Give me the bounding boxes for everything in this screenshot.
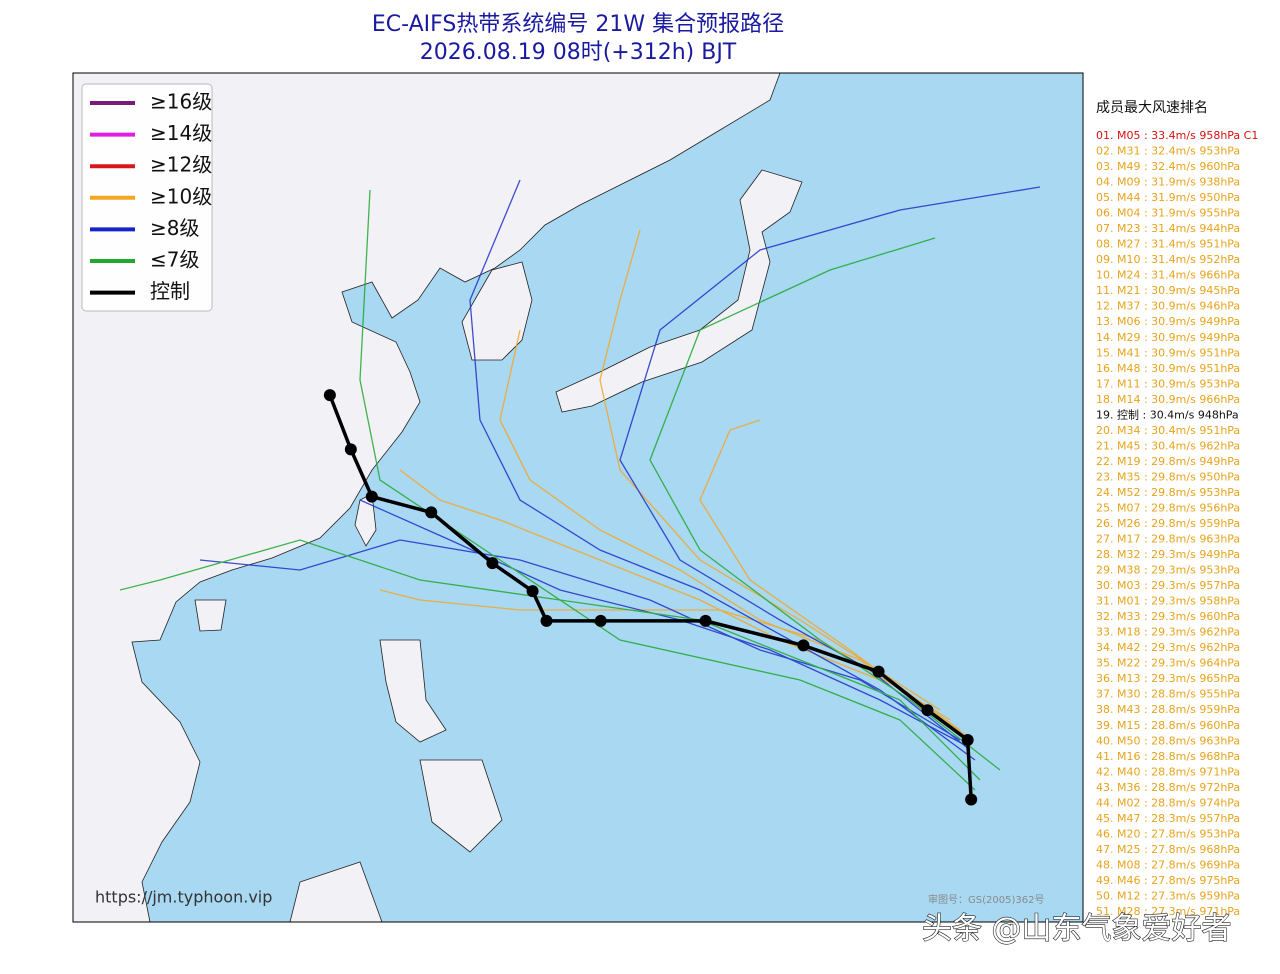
- legend-box: [81, 83, 213, 312]
- ranking-entry: 03. M49 : 32.4m/s 960hPa: [1096, 160, 1240, 173]
- ranking-title: 成员最大风速排名: [1096, 100, 1208, 116]
- legend-label: ≥8级: [150, 216, 199, 240]
- ranking-entry: 13. M06 : 30.9m/s 949hPa: [1096, 315, 1240, 328]
- title: EC-AIFS热带系统编号 21W 集合预报路径: [372, 12, 784, 37]
- ranking-list: 01. M05 : 33.4m/s 958hPa C1 02. M31 : 32.…: [1096, 129, 1258, 918]
- ranking-entry: 16. M48 : 30.9m/s 951hPa: [1096, 362, 1240, 375]
- ranking-entry: 39. M15 : 28.8m/s 960hPa: [1096, 719, 1240, 732]
- legend-label: 控制: [150, 279, 190, 303]
- ranking-entry: 40. M50 : 28.8m/s 963hPa: [1096, 734, 1240, 747]
- ranking-entry: 32. M33 : 29.3m/s 960hPa: [1096, 610, 1240, 623]
- ranking-entry: 50. M12 : 27.3m/s 959hPa: [1096, 889, 1240, 902]
- ranking-entry: 30. M03 : 29.3m/s 957hPa: [1096, 579, 1240, 592]
- ranking-entry: 51. M28 : 27.3m/s 971hPa: [1096, 905, 1240, 918]
- ranking-entry: 43. M36 : 28.8m/s 972hPa: [1096, 781, 1240, 794]
- ranking-entry: 24. M52 : 29.8m/s 953hPa: [1096, 486, 1240, 499]
- ranking-entry: 35. M22 : 29.3m/s 964hPa: [1096, 657, 1240, 670]
- control-line: [328, 394, 973, 800]
- control-point: [921, 704, 934, 717]
- control-point: [872, 665, 885, 678]
- control-point: [365, 490, 378, 503]
- ranking-entry: 42. M40 : 28.8m/s 971hPa: [1096, 765, 1240, 778]
- ranking-entry: 36. M13 : 29.3m/s 965hPa: [1096, 672, 1240, 685]
- ranking-entry: 31. M01 : 29.3m/s 958hPa: [1096, 595, 1240, 608]
- ranking-entry: 09. M10 : 31.4m/s 952hPa: [1096, 253, 1240, 266]
- ranking-entry: 28. M32 : 29.3m/s 949hPa: [1096, 548, 1240, 561]
- map: https://jm.typhoon.vip 审图号：GS(2005)362号: [72, 72, 1084, 923]
- control-point: [594, 614, 607, 627]
- ranking-entry: 11. M21 : 30.9m/s 945hPa: [1096, 284, 1240, 297]
- control-point: [540, 614, 553, 627]
- source-url: https://jm.typhoon.vip: [95, 888, 272, 907]
- ranking-entry: 19. 控制 : 30.4m/s 948hPa: [1096, 407, 1239, 421]
- ranking-entry: 15. M41 : 30.9m/s 951hPa: [1096, 346, 1240, 359]
- ranking-entry: 10. M24 : 31.4m/s 966hPa: [1096, 269, 1240, 282]
- ranking-entry: 25. M07 : 29.8m/s 956hPa: [1096, 501, 1240, 514]
- control-point: [526, 585, 539, 598]
- control-point: [699, 614, 712, 627]
- ranking-entry: 05. M44 : 31.9m/s 950hPa: [1096, 191, 1240, 204]
- ranking-entry: 01. M05 : 33.4m/s 958hPa C1: [1096, 129, 1258, 142]
- ranking-entry: 47. M25 : 27.8m/s 968hPa: [1096, 843, 1240, 856]
- land: [72, 72, 803, 923]
- ranking-entry: 07. M23 : 31.4m/s 944hPa: [1096, 222, 1240, 235]
- ranking-entry: 34. M42 : 29.3m/s 962hPa: [1096, 641, 1240, 654]
- ensemble-tracks: [119, 179, 1041, 791]
- map-approval: 审图号：GS(2005)362号: [928, 893, 1044, 906]
- legend-label: ≥12级: [150, 153, 212, 177]
- control-point: [425, 506, 438, 519]
- ranking-entry: 49. M46 : 27.8m/s 975hPa: [1096, 874, 1240, 887]
- ranking-entry: 23. M35 : 29.8m/s 950hPa: [1096, 470, 1240, 483]
- watermark: 头条 @山东气象爱好者: [922, 912, 1232, 947]
- ranking-entry: 04. M09 : 31.9m/s 938hPa: [1096, 176, 1240, 189]
- ranking-entry: 18. M14 : 30.9m/s 966hPa: [1096, 393, 1240, 406]
- legend-label: ≥10级: [150, 184, 212, 208]
- ranking-entry: 17. M11 : 30.9m/s 953hPa: [1096, 377, 1240, 390]
- control-point: [344, 443, 357, 456]
- ranking-entry: 44. M02 : 28.8m/s 974hPa: [1096, 796, 1240, 809]
- ranking-entry: 27. M17 : 29.8m/s 963hPa: [1096, 533, 1240, 546]
- ranking-entry: 33. M18 : 29.3m/s 962hPa: [1096, 626, 1240, 639]
- control-point: [323, 389, 336, 402]
- ranking-entry: 06. M04 : 31.9m/s 955hPa: [1096, 207, 1240, 220]
- ranking-entry: 12. M37 : 30.9m/s 946hPa: [1096, 300, 1240, 313]
- ranking-entry: 14. M29 : 30.9m/s 949hPa: [1096, 331, 1240, 344]
- ranking-entry: 02. M31 : 32.4m/s 953hPa: [1096, 145, 1240, 158]
- ranking-entry: 46. M20 : 27.8m/s 953hPa: [1096, 827, 1240, 840]
- control-point: [961, 733, 974, 746]
- ranking-entry: 29. M38 : 29.3m/s 953hPa: [1096, 564, 1240, 577]
- ranking-entry: 48. M08 : 27.8m/s 969hPa: [1096, 858, 1240, 871]
- ranking-entry: 37. M30 : 28.8m/s 955hPa: [1096, 688, 1240, 701]
- subtitle: 2026.08.19 08时(+312h) BJT: [420, 40, 737, 65]
- ranking-entry: 20. M34 : 30.4m/s 951hPa: [1096, 424, 1240, 437]
- control-point: [965, 793, 978, 806]
- ranking-entry: 26. M26 : 29.8m/s 959hPa: [1096, 517, 1240, 530]
- ranking-entry: 38. M43 : 28.8m/s 959hPa: [1096, 703, 1240, 716]
- legend-label: ≥16级: [150, 90, 212, 114]
- ranking-entry: 21. M45 : 30.4m/s 962hPa: [1096, 439, 1240, 452]
- ranking-entry: 08. M27 : 31.4m/s 951hPa: [1096, 238, 1240, 251]
- legend-label: ≥14级: [150, 121, 212, 145]
- control-track: [323, 389, 978, 806]
- ranking-entry: 41. M16 : 28.8m/s 968hPa: [1096, 750, 1240, 763]
- control-point: [797, 639, 810, 652]
- legend-label: ≤7级: [150, 248, 199, 272]
- ranking-entry: 22. M19 : 29.8m/s 949hPa: [1096, 455, 1240, 468]
- ranking-entry: 45. M47 : 28.3m/s 957hPa: [1096, 812, 1240, 825]
- control-point: [486, 557, 499, 570]
- map-frame: [72, 72, 1084, 923]
